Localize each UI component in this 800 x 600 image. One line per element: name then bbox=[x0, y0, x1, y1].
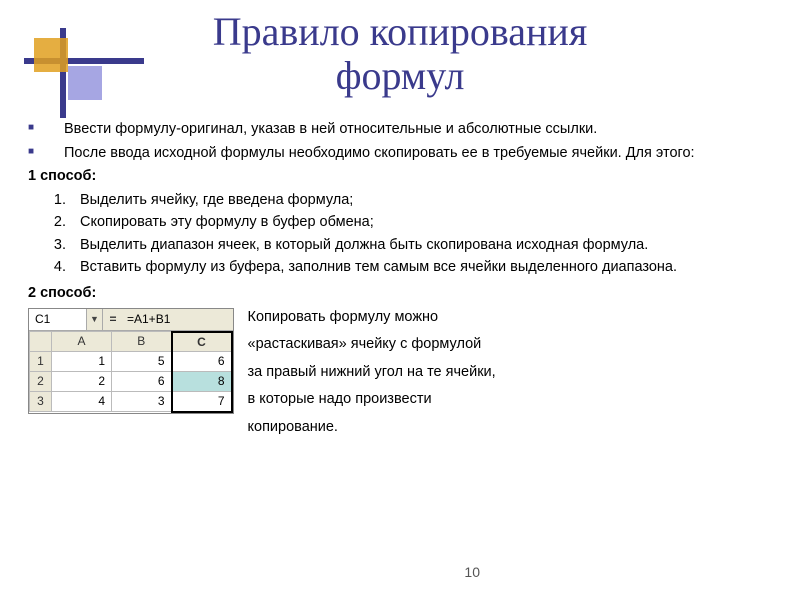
formula-bar: C1 ▼ = =A1+B1 bbox=[29, 309, 233, 331]
step-1: Выделить ячейку, где введена формула; bbox=[70, 191, 776, 211]
bullet-2: После ввода исходной формулы необходимо … bbox=[28, 144, 776, 164]
method-2-label: 2 способ: bbox=[28, 284, 776, 304]
row-header-1: 1 bbox=[30, 352, 52, 372]
cell-b3: 3 bbox=[112, 392, 172, 412]
name-box-dropdown-icon: ▼ bbox=[87, 309, 103, 330]
cell-b2: 6 bbox=[112, 372, 172, 392]
method-2-description: Копировать формулу можно «растаскивая» я… bbox=[248, 308, 496, 446]
step-2: Скопировать эту формулу в буфер обмена; bbox=[70, 213, 776, 233]
desc-line-5: копирование. bbox=[248, 418, 496, 438]
bullet-1: Ввести формулу-оригинал, указав в ней от… bbox=[28, 120, 776, 140]
cell-a3: 4 bbox=[52, 392, 112, 412]
col-header-c: C bbox=[172, 332, 232, 352]
formula-text: =A1+B1 bbox=[123, 311, 170, 327]
spreadsheet-grid: A B C 1 1 5 6 2 2 6 8 3 4 bbox=[29, 331, 233, 413]
equals-icon: = bbox=[103, 311, 123, 327]
cell-c1: 6 bbox=[172, 352, 232, 372]
step-4: Вставить формулу из буфера, заполнив тем… bbox=[70, 258, 776, 278]
cell-b1: 5 bbox=[112, 352, 172, 372]
method-1-label: 1 способ: bbox=[28, 167, 776, 187]
cell-c2: 8 bbox=[172, 372, 232, 392]
step-3: Выделить диапазон ячеек, в который должн… bbox=[70, 236, 776, 256]
col-header-b: B bbox=[112, 332, 172, 352]
name-box: C1 bbox=[29, 309, 87, 330]
cell-a1: 1 bbox=[52, 352, 112, 372]
col-header-a: A bbox=[52, 332, 112, 352]
slide-title: Правило копирования формул bbox=[0, 10, 800, 98]
excel-screenshot: C1 ▼ = =A1+B1 A B C 1 1 5 6 bbox=[28, 308, 234, 414]
desc-line-3: за правый нижний угол на те ячейки, bbox=[248, 363, 496, 383]
cell-c3: 7 bbox=[172, 392, 232, 412]
intro-bullets: Ввести формулу-оригинал, указав в ней от… bbox=[28, 120, 776, 163]
corner-cell bbox=[30, 332, 52, 352]
desc-line-1: Копировать формулу можно bbox=[248, 308, 496, 328]
method-1-steps: Выделить ячейку, где введена формула; Ск… bbox=[28, 191, 776, 278]
title-line-1: Правило копирования bbox=[213, 9, 587, 54]
cell-a2: 2 bbox=[52, 372, 112, 392]
title-line-2: формул bbox=[336, 53, 465, 98]
slide-content: Ввести формулу-оригинал, указав в ней от… bbox=[28, 120, 776, 445]
slide-number: 10 bbox=[464, 564, 480, 580]
row-header-3: 3 bbox=[30, 392, 52, 412]
row-header-2: 2 bbox=[30, 372, 52, 392]
desc-line-2: «растаскивая» ячейку с формулой bbox=[248, 335, 496, 355]
desc-line-4: в которые надо произвести bbox=[248, 390, 496, 410]
